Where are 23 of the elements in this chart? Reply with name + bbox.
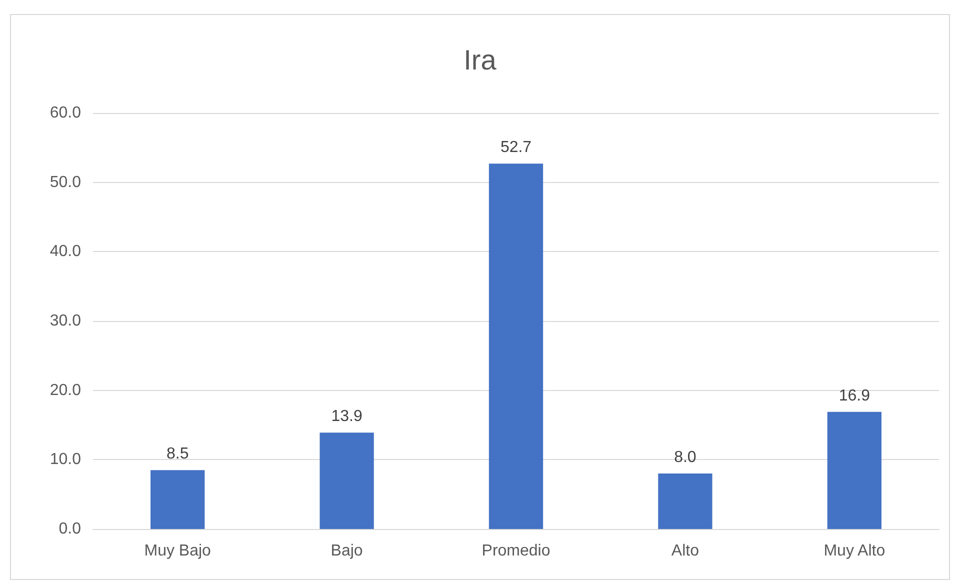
x-tick-label: Promedio (482, 542, 550, 560)
y-tick-label: 10.0 (50, 451, 82, 468)
data-label: 8.5 (166, 446, 189, 463)
x-tick-label: Bajo (330, 542, 363, 560)
y-tick-label: 0.0 (58, 520, 82, 538)
y-tick-label: 60.0 (50, 104, 82, 122)
data-label: 13.9 (331, 408, 362, 426)
y-tick-label: 30.0 (50, 312, 82, 330)
x-tick-label: Muy Alto (824, 542, 886, 560)
data-label: 16.9 (838, 387, 870, 404)
bar (488, 164, 544, 529)
y-tick-label: 50.0 (50, 174, 82, 191)
x-tick-label: Alto (671, 542, 700, 560)
bar (827, 412, 882, 529)
y-tick-label: 40.0 (50, 243, 82, 260)
x-tick-label: Muy Bajo (144, 542, 212, 560)
bar (658, 474, 712, 529)
data-label: 8.0 (674, 449, 696, 466)
bar (150, 470, 205, 529)
y-tick-label: 20.0 (50, 382, 82, 399)
data-label: 52.7 (500, 139, 532, 156)
bar (320, 432, 374, 529)
chart-title: Ira (464, 44, 497, 76)
